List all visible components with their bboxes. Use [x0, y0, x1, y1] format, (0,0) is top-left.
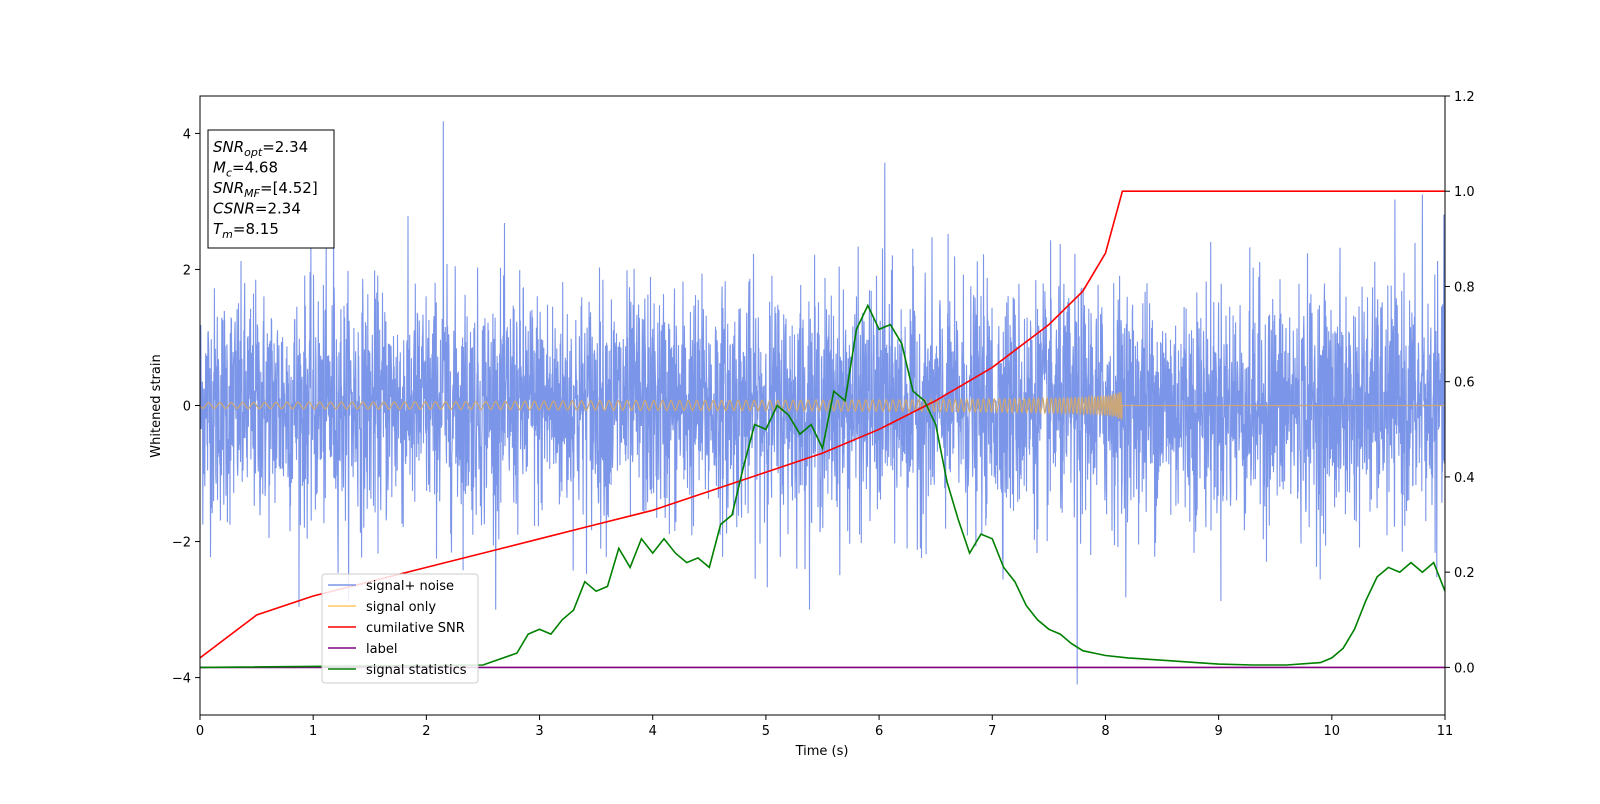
x-tick-label: 4	[649, 724, 657, 739]
annotation-line: Tm=8.15	[213, 220, 279, 241]
legend-frame	[321, 573, 479, 684]
x-tick-label: 3	[535, 724, 543, 739]
annotation-line: SNRopt=2.34	[213, 138, 308, 159]
y-axis-right: 0.0 0.2 0.4 0.6 0.8 1.0 1.2	[1445, 90, 1475, 676]
y-left-tick-label: −2	[172, 536, 191, 551]
x-tick-label: 11	[1437, 724, 1454, 739]
x-tick-label: 5	[762, 724, 770, 739]
series-signal-only-line	[200, 392, 1445, 420]
annotation-line: CSNR=2.34	[213, 200, 301, 218]
annotation-line: Mc=4.68	[213, 159, 278, 180]
legend-entry-label: label	[366, 642, 397, 657]
legend-entry-label: signal statistics	[366, 663, 467, 678]
x-tick-label: 9	[1214, 724, 1222, 739]
y-right-tick-label: 0.8	[1454, 280, 1475, 295]
y-right-tick-label: 1.0	[1454, 185, 1475, 200]
y-left-tick-label: 2	[183, 263, 191, 278]
x-tick-label: 0	[196, 724, 204, 739]
y-right-tick-label: 0.4	[1454, 471, 1475, 486]
legend: signal+ noise signal only cumilative SNR la…	[321, 573, 479, 684]
x-tick-label: 6	[875, 724, 883, 739]
y-axis-label: Whitened strain	[149, 354, 164, 457]
x-tick-label: 2	[422, 724, 430, 739]
y-right-tick-label: 0.2	[1454, 566, 1475, 581]
y-axis-left: −4 −2 0 2 4	[172, 127, 200, 687]
x-tick-label: 10	[1324, 724, 1341, 739]
x-tick-label: 7	[988, 724, 996, 739]
series-signal-statistics-line	[200, 303, 1445, 669]
x-tick-label: 8	[1101, 724, 1109, 739]
x-axis-label: Time (s)	[795, 744, 849, 759]
legend-entry-label: cumilative SNR	[366, 621, 465, 636]
y-left-tick-label: 0	[183, 400, 191, 415]
y-left-tick-label: −4	[172, 672, 191, 687]
annotation-line: SNRMF=[4.52]	[213, 179, 318, 200]
legend-entry-label: signal+ noise	[366, 579, 454, 594]
y-right-tick-label: 0.0	[1454, 661, 1475, 676]
y-right-tick-label: 0.6	[1454, 376, 1475, 391]
y-left-tick-label: 4	[183, 127, 191, 142]
legend-entry-label: signal only	[366, 600, 436, 615]
x-tick-label: 1	[309, 724, 317, 739]
annotation-frame	[207, 129, 335, 249]
x-axis: 0 1 2 3 4 5 6 7 8 9 10 11	[196, 715, 1453, 739]
y-right-tick-label: 1.2	[1454, 90, 1475, 105]
